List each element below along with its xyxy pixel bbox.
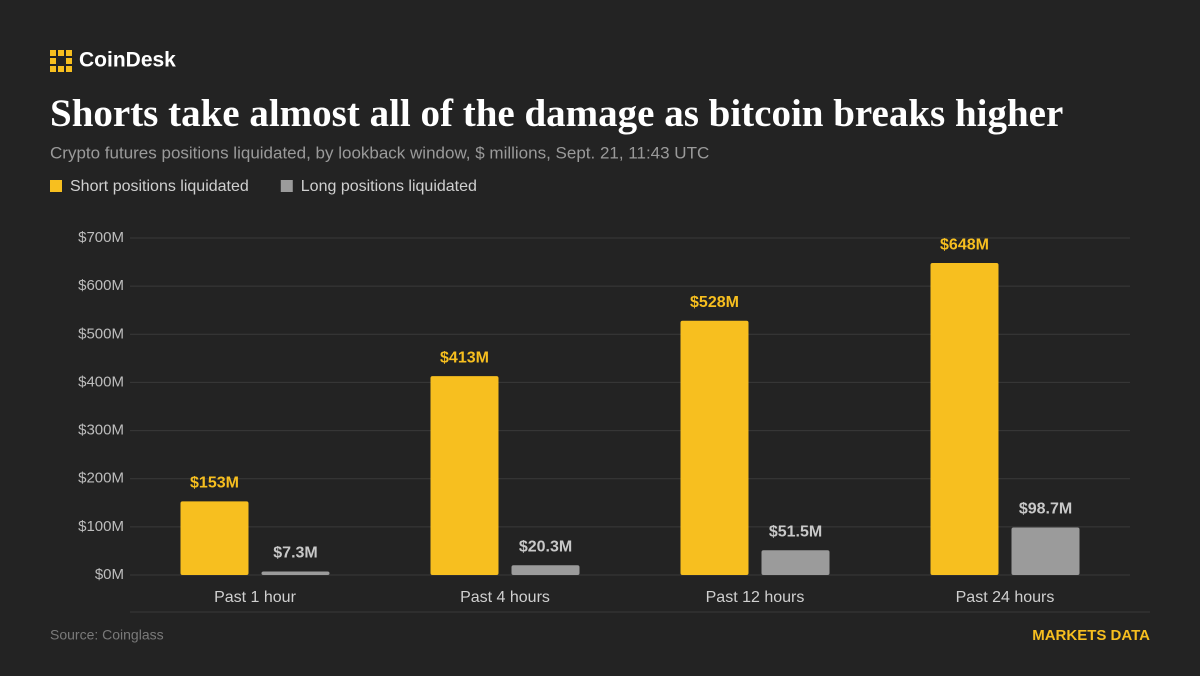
value-label: $648M: [940, 236, 989, 253]
value-label: $528M: [690, 294, 739, 311]
legend-label: Long positions liquidated: [301, 178, 477, 195]
bar: [430, 376, 499, 575]
credit: MARKETS DATA: [1032, 627, 1150, 644]
y-tick-label: $400M: [78, 373, 124, 390]
y-tick-label: $0M: [95, 566, 124, 583]
value-label: $51.5M: [769, 523, 822, 540]
y-tick-label: $200M: [78, 470, 124, 487]
value-label: $153M: [190, 475, 239, 492]
logo-icon: [50, 50, 72, 72]
x-tick-label: Past 1 hour: [214, 589, 297, 606]
brand: CoinDesk: [79, 49, 176, 72]
y-tick-label: $300M: [78, 422, 124, 439]
x-tick-label: Past 24 hours: [956, 589, 1055, 606]
bar: [930, 263, 999, 575]
value-label: $413M: [440, 349, 489, 366]
legend-label: Short positions liquidated: [70, 178, 249, 195]
y-tick-label: $500M: [78, 325, 124, 342]
bar: [761, 550, 830, 575]
legend-swatch: [50, 180, 62, 192]
bar: [511, 565, 580, 575]
y-tick-label: $700M: [78, 229, 124, 246]
x-tick-label: Past 12 hours: [706, 589, 805, 606]
value-label: $98.7M: [1019, 501, 1072, 518]
chart-title: Shorts take almost all of the damage as …: [50, 92, 1063, 135]
x-tick-label: Past 4 hours: [460, 589, 550, 606]
bar: [1011, 527, 1080, 575]
y-tick-label: $100M: [78, 518, 124, 535]
value-label: $7.3M: [273, 545, 317, 562]
bar: [180, 501, 249, 575]
chart-subtitle: Crypto futures positions liquidated, by …: [50, 143, 709, 162]
source: Source: Coinglass: [50, 627, 164, 643]
legend-swatch: [280, 180, 293, 192]
value-label: $20.3M: [519, 538, 572, 555]
bar: [261, 571, 330, 575]
y-tick-label: $600M: [78, 277, 124, 294]
bar: [680, 320, 749, 575]
